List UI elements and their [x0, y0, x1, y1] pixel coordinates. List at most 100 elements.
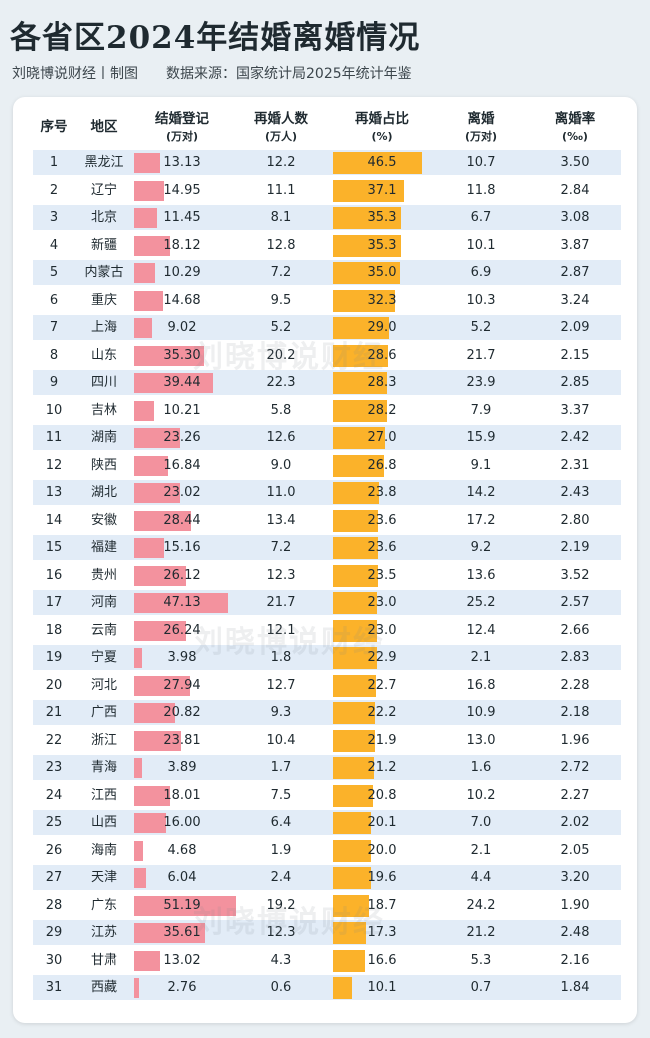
table-row: 6 重庆 14.68 9.5 32.3 10.3 3.24 — [33, 288, 621, 313]
remarriage-pct-cell: 35.0 — [367, 265, 397, 280]
table-row: 4 新疆 18.12 12.8 35.3 10.1 3.87 — [33, 233, 621, 258]
rank-cell: 5 — [49, 265, 59, 280]
remarriers-cell: 12.1 — [266, 622, 296, 638]
remarriers-cell: 12.3 — [266, 925, 296, 940]
subtitle: 刘晓博说财经丨制图 数据来源：国家统计局2025年统计年鉴 — [12, 63, 412, 83]
marriage-bar — [134, 400, 155, 421]
divorces-cell: 6.7 — [470, 210, 492, 225]
rank-cell: 21 — [45, 705, 63, 720]
rank-cell: 29 — [45, 925, 63, 940]
rank-cell: 26 — [45, 842, 63, 858]
rank-cell: 14 — [45, 512, 63, 528]
divorces-cell: 5.3 — [470, 952, 492, 968]
divorces-cell: 16.8 — [466, 677, 496, 693]
region-cell: 海南 — [90, 842, 117, 858]
remarriage-pct-cell: 20.1 — [367, 815, 397, 830]
divorce-rate-cell: 2.09 — [560, 320, 590, 335]
remarriage-pct-bar — [333, 482, 379, 504]
remarriage-pct-bar — [333, 399, 387, 422]
marriage-bar — [134, 593, 228, 613]
divorces-cell: 10.3 — [466, 292, 496, 308]
marriage-bar — [134, 428, 181, 448]
table-row: 31 西藏 2.76 0.6 10.1 0.7 1.84 — [33, 975, 621, 1000]
remarriage-pct-bar — [333, 592, 378, 614]
marriages-cell: 35.30 — [163, 347, 201, 363]
divorce-rate-cell: 3.24 — [560, 292, 590, 308]
divorces-cell: 1.6 — [470, 760, 492, 775]
divorces-cell: 14.2 — [466, 485, 496, 500]
divorce-rate-cell: 3.37 — [560, 402, 590, 418]
divorces-cell: 10.2 — [466, 787, 496, 803]
remarriers-cell: 13.4 — [266, 512, 296, 528]
marriage-bar — [134, 565, 187, 586]
marriages-cell: 20.82 — [163, 705, 201, 720]
table-row: 3 北京 11.45 8.1 35.3 6.7 3.08 — [33, 205, 621, 230]
region-cell: 河南 — [90, 595, 117, 610]
remarriers-cell: 1.9 — [270, 842, 292, 858]
table-row: 7 上海 9.02 5.2 29.0 5.2 2.09 — [33, 315, 621, 340]
region-cell: 浙江 — [90, 732, 117, 748]
divorces-cell: 4.4 — [470, 870, 492, 885]
remarriage-pct-cell: 23.8 — [367, 485, 397, 500]
divorces-cell: 11.8 — [466, 182, 496, 198]
region-cell: 贵州 — [90, 567, 117, 583]
region-cell: 江苏 — [90, 925, 117, 940]
region-cell: 宁夏 — [90, 650, 117, 665]
remarriers-cell: 20.2 — [266, 347, 296, 363]
marriage-bar — [134, 345, 205, 366]
marriages-cell: 51.19 — [163, 897, 201, 913]
marriage-bar — [134, 180, 164, 201]
marriage-bar — [134, 950, 160, 971]
column-label: 再婚人数 — [254, 111, 308, 127]
divorces-cell: 10.7 — [466, 155, 496, 170]
column-unit: (万对) — [464, 130, 498, 143]
remarriage-pct-bar — [333, 317, 389, 339]
remarriers-cell: 22.3 — [266, 375, 296, 390]
marriage-bar — [134, 510, 191, 531]
region-cell: 陕西 — [90, 457, 117, 473]
region-cell: 湖北 — [90, 485, 117, 500]
remarriers-cell: 6.4 — [270, 815, 292, 830]
divorce-rate-cell: 2.84 — [560, 182, 590, 198]
marriage-bar — [134, 923, 205, 943]
remarriage-pct-cell: 23.0 — [367, 595, 397, 610]
rank-cell: 28 — [45, 897, 63, 913]
table-row: 28 广东 51.19 19.2 18.7 24.2 1.90 — [33, 893, 621, 918]
divorces-cell: 9.2 — [470, 540, 492, 555]
marriage-bar — [134, 758, 142, 778]
divorce-rate-cell: 3.08 — [560, 210, 590, 225]
table-row: 9 四川 39.44 22.3 28.3 23.9 2.85 — [33, 370, 621, 395]
column-unit: (‰) — [562, 130, 588, 143]
divorce-rate-cell: 2.05 — [560, 842, 590, 858]
col-remarriers-header: 再婚人数 (万人) — [231, 111, 331, 145]
divorce-rate-cell: 2.43 — [560, 485, 590, 500]
divorce-rate-cell: 2.27 — [560, 787, 590, 803]
remarriage-pct-cell: 21.9 — [367, 732, 397, 748]
divorces-cell: 9.1 — [470, 457, 492, 473]
remarriage-pct-bar — [333, 894, 369, 917]
region-cell: 内蒙古 — [84, 265, 124, 280]
remarriage-pct-cell: 17.3 — [367, 925, 397, 940]
remarriage-pct-cell: 18.7 — [367, 897, 397, 913]
remarriage-pct-cell: 28.3 — [367, 375, 397, 390]
remarriers-cell: 19.2 — [266, 897, 296, 913]
marriages-cell: 23.81 — [163, 732, 201, 748]
remarriage-pct-bar — [333, 922, 367, 944]
remarriers-cell: 7.5 — [270, 787, 292, 803]
divorces-cell: 17.2 — [466, 512, 496, 528]
marriages-cell: 18.12 — [163, 237, 201, 253]
rank-cell: 15 — [45, 540, 63, 555]
remarriers-cell: 7.2 — [270, 265, 292, 280]
remarriers-cell: 10.4 — [266, 732, 296, 748]
rank-cell: 30 — [45, 952, 63, 968]
divorces-cell: 13.6 — [466, 567, 496, 583]
marriage-bar — [134, 455, 168, 476]
remarriers-cell: 8.1 — [270, 210, 292, 225]
region-cell: 山西 — [90, 815, 117, 830]
table-row: 21 广西 20.82 9.3 22.2 10.9 2.18 — [33, 700, 621, 725]
col-region-header: 地区 — [75, 119, 133, 136]
region-cell: 黑龙江 — [84, 155, 124, 170]
remarriage-pct-bar — [333, 674, 377, 697]
divorce-rate-cell: 3.20 — [560, 870, 590, 885]
divorce-rate-cell: 2.72 — [560, 760, 590, 775]
